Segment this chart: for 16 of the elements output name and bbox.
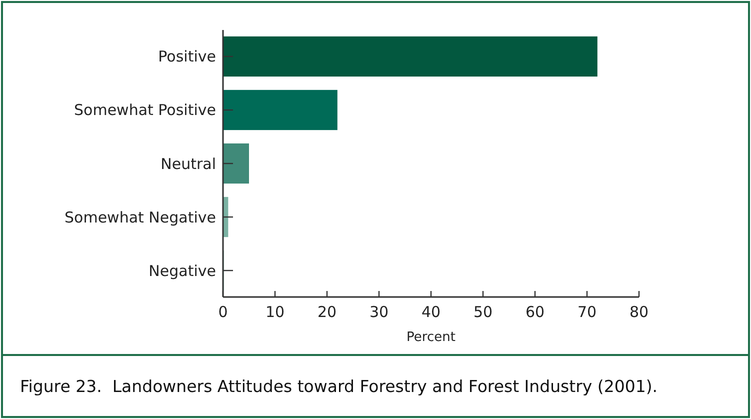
x-tick-label: 0 (218, 303, 228, 321)
x-tick-label: 50 (473, 303, 493, 321)
x-tick-label: 60 (525, 303, 545, 321)
y-tick-label: Somewhat Negative (64, 208, 216, 226)
y-tick-label: Positive (158, 48, 216, 66)
x-tick-label: 20 (317, 303, 337, 321)
y-tick-label: Somewhat Positive (74, 101, 216, 120)
y-tick-label: Neutral (160, 154, 216, 173)
x-tick-label: 30 (369, 303, 389, 321)
y-tick-label: Negative (148, 262, 216, 280)
x-axis-title: Percent (406, 330, 456, 345)
x-tick-label: 80 (629, 303, 649, 321)
text: Figure 23. Landowners Attitudes toward Forestry and Forest Industry (2001). (20, 377, 658, 396)
x-tick-label: 40 (421, 303, 441, 321)
x-tick-label: 70 (577, 303, 597, 321)
x-tick-label: 10 (265, 303, 285, 321)
